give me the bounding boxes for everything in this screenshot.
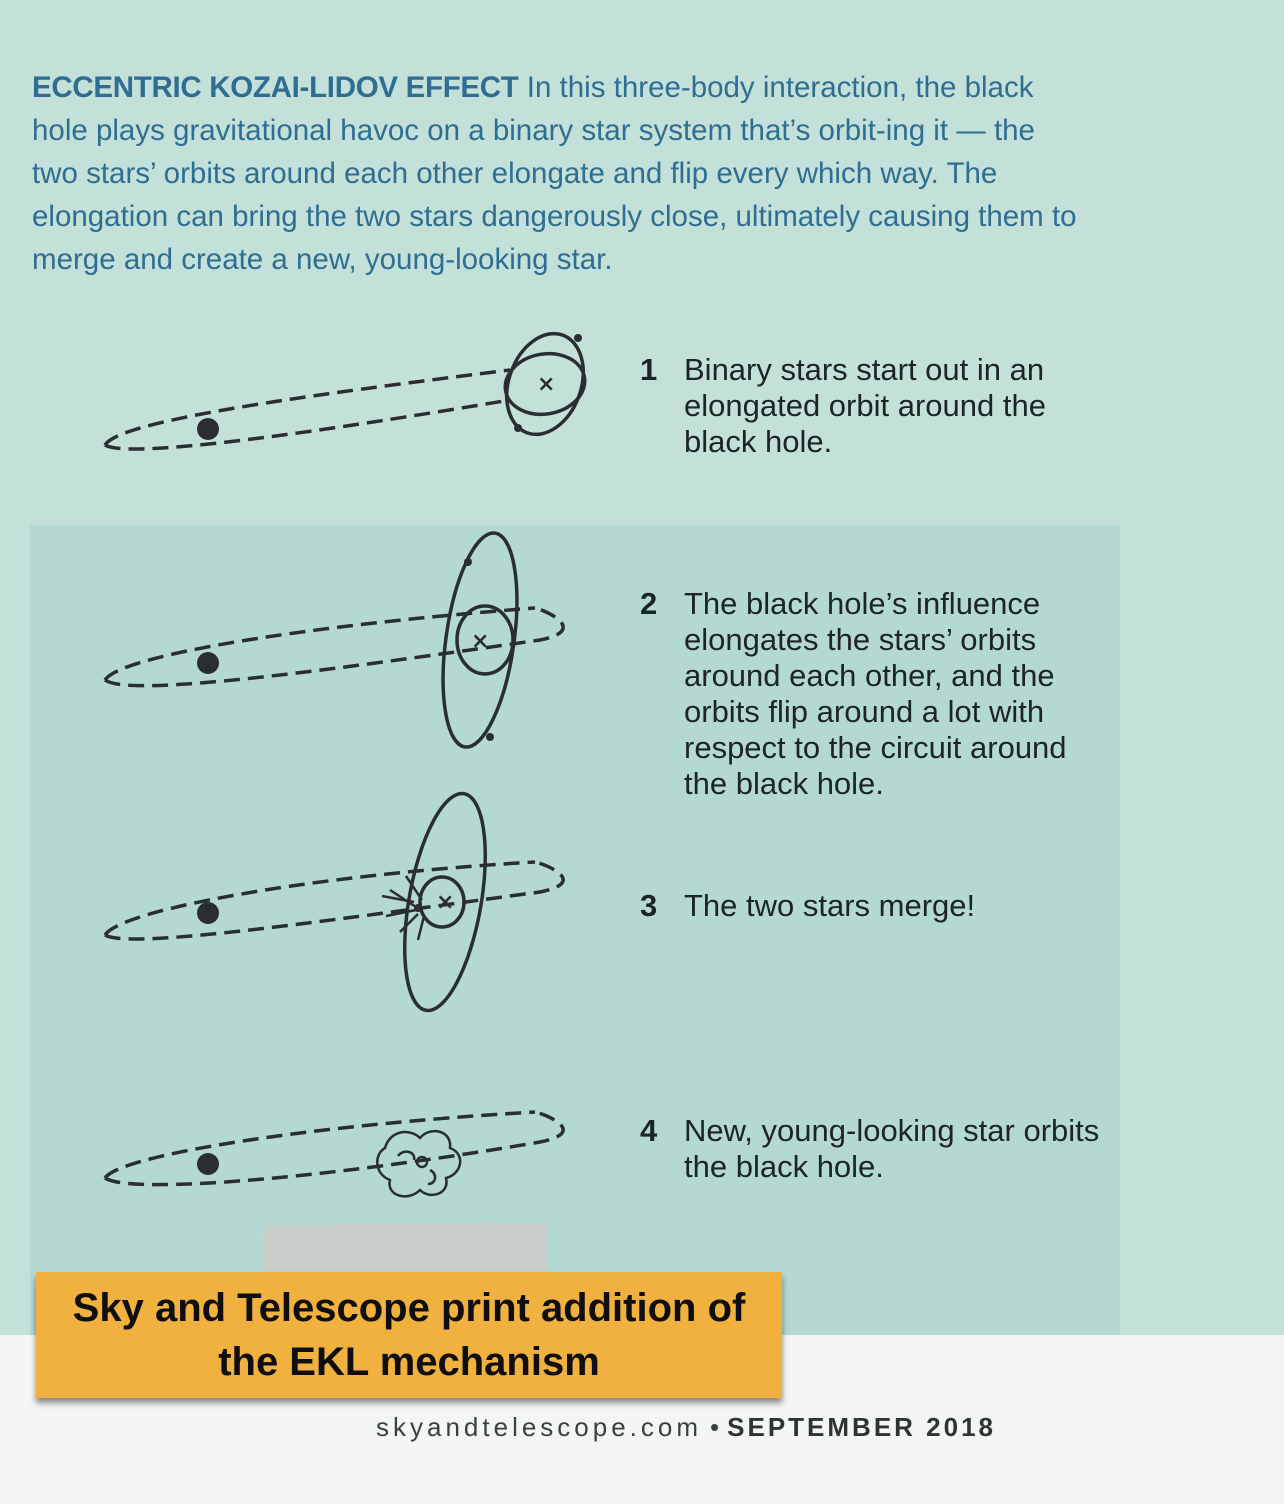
new-star-icon bbox=[376, 1129, 462, 1198]
page-footer: skyandtelescope.com • SEPTEMBER 2018 bbox=[376, 1412, 996, 1443]
footer-site: skyandtelescope.com bbox=[376, 1412, 703, 1442]
star-icon bbox=[574, 334, 582, 342]
step-number: 2 bbox=[640, 586, 658, 621]
outer-orbit-path bbox=[103, 860, 536, 937]
inner-orbit-ellipse bbox=[418, 875, 466, 929]
inner-orbit-ellipse bbox=[402, 791, 488, 1013]
inner-orbit-ellipse bbox=[505, 331, 585, 437]
outer-orbit-path bbox=[104, 860, 565, 941]
diagram-step-1: × bbox=[103, 331, 587, 451]
outer-orbit-path bbox=[104, 398, 511, 451]
center-of-mass-icon: × bbox=[537, 372, 555, 397]
outer-orbit-path bbox=[103, 368, 511, 447]
footer-date: SEPTEMBER 2018 bbox=[727, 1412, 997, 1442]
star-icon bbox=[464, 558, 472, 566]
diagram-step-2: × bbox=[103, 531, 565, 749]
step-number: 3 bbox=[640, 888, 658, 923]
inner-orbit-ellipse bbox=[441, 531, 519, 749]
outer-orbit-path bbox=[104, 1110, 565, 1187]
caption-banner: Sky and Telescope print addition of the … bbox=[36, 1272, 782, 1398]
step-text: The black hole’s influence elongates the… bbox=[684, 586, 1067, 801]
black-hole-icon bbox=[197, 418, 219, 440]
intro-paragraph: ECCENTRIC KOZAI-LIDOV EFFECT In this thr… bbox=[32, 66, 1082, 281]
outer-orbit-path bbox=[103, 1110, 536, 1180]
star-icon bbox=[414, 904, 422, 912]
collision-burst-icon bbox=[381, 875, 426, 941]
footer-bullet: • bbox=[710, 1412, 720, 1442]
step-number: 1 bbox=[640, 352, 658, 387]
step-number: 4 bbox=[640, 1113, 658, 1148]
center-of-mass-icon: × bbox=[436, 890, 454, 915]
intro-body: In this three-body interaction, the blac… bbox=[32, 71, 1077, 276]
black-hole-icon bbox=[197, 1153, 219, 1175]
caption-text: Sky and Telescope print addition of the … bbox=[72, 1286, 746, 1384]
outer-orbit-path bbox=[103, 606, 565, 688]
star-icon bbox=[486, 733, 494, 741]
black-hole-icon bbox=[197, 652, 219, 674]
star-icon bbox=[514, 424, 522, 432]
step-text: New, young-looking star orbits the black… bbox=[684, 1113, 1100, 1184]
step-text: The two stars merge! bbox=[684, 888, 976, 923]
center-of-mass-icon: × bbox=[471, 629, 489, 654]
diagram-step-3: × bbox=[103, 791, 565, 1013]
intro-heading: ECCENTRIC KOZAI-LIDOV EFFECT bbox=[32, 71, 519, 104]
outer-orbit-path bbox=[103, 606, 536, 682]
black-hole-icon bbox=[197, 902, 219, 924]
step-text: Binary stars start out in an elongated o… bbox=[684, 352, 1046, 459]
diagram-step-4 bbox=[103, 1110, 565, 1198]
